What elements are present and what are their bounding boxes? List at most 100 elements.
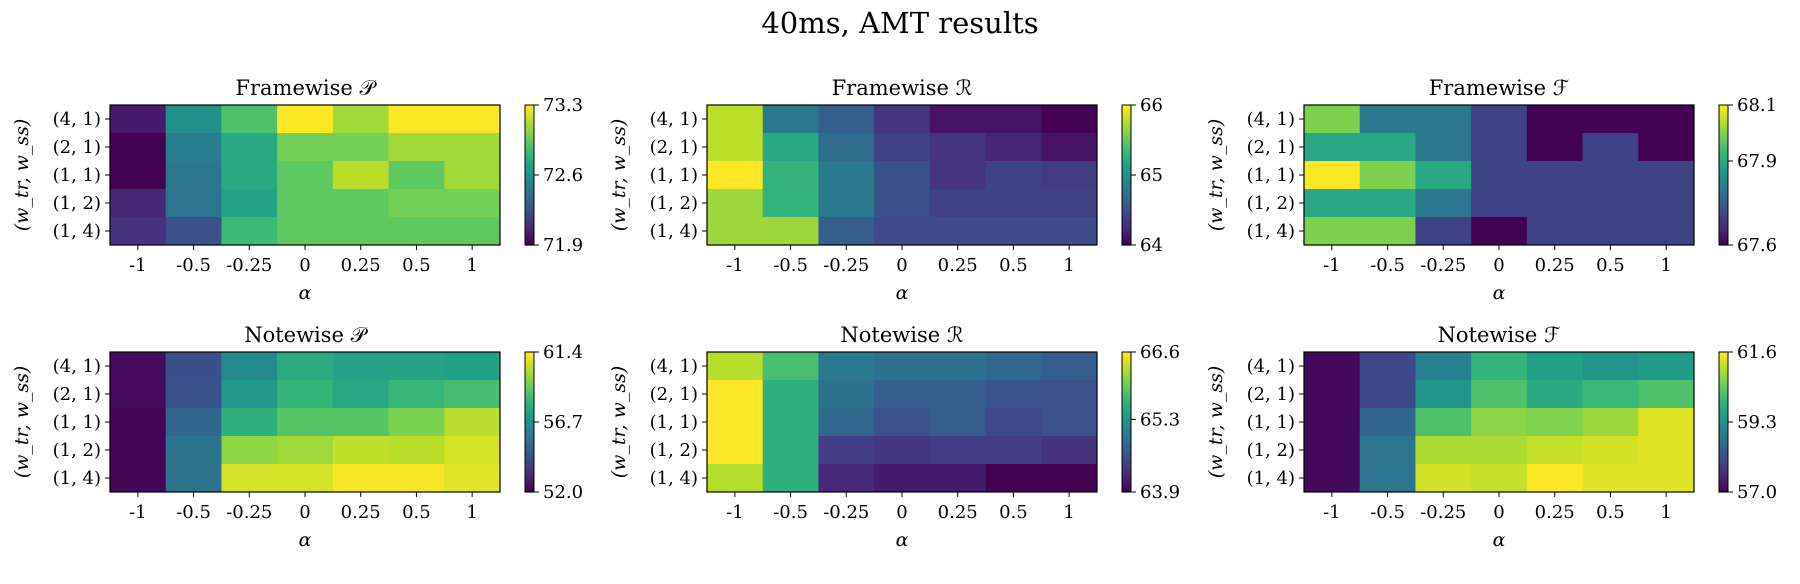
colorbar-segment (1719, 352, 1728, 355)
colorbar-segment (1719, 177, 1728, 181)
y-tick-label: (4, 1) (1247, 109, 1295, 130)
colorbar-segment (1719, 478, 1728, 481)
colorbar-segment (1122, 238, 1131, 241)
colorbar-segment (1719, 231, 1728, 234)
colorbar-segment (525, 410, 534, 414)
figure-title: 40ms, AMT results (761, 6, 1038, 40)
colorbar-segment (525, 203, 534, 206)
heatmap-cell (818, 161, 875, 190)
colorbar-segment (1719, 105, 1728, 108)
y-tick-label: (1, 2) (53, 440, 101, 461)
x-tick-label: -1 (726, 502, 744, 523)
y-axis-label: (w_tr, w_ss) (11, 119, 33, 232)
colorbar-segment (525, 107, 534, 111)
x-tick-label: 0 (299, 502, 310, 523)
x-tick-label: 0 (896, 255, 907, 276)
colorbar-segment (525, 375, 534, 379)
colorbar-segment (525, 210, 534, 213)
colorbar-segment (525, 235, 534, 239)
heatmap-cell (1359, 217, 1416, 246)
colorbar-segment (1719, 233, 1728, 237)
colorbar-segment (1122, 375, 1131, 379)
colorbar-segment (1719, 224, 1728, 227)
colorbar-tick-label: 61.4 (543, 342, 583, 363)
heatmap-cell (1415, 217, 1472, 246)
heatmap-cell (985, 189, 1042, 218)
colorbar-segment (1122, 454, 1131, 458)
colorbar-segment (1122, 417, 1131, 421)
y-tick-label: (4, 1) (1247, 356, 1295, 377)
colorbar-segment (1122, 410, 1131, 414)
colorbar-tick-label: 71.9 (543, 235, 583, 256)
heatmap-cell (1415, 133, 1472, 162)
heatmap-cell (1471, 217, 1528, 246)
colorbar-segment (1122, 366, 1131, 369)
colorbar-segment (525, 175, 534, 178)
heatmap-cell (1638, 133, 1695, 162)
colorbar-segment (1122, 373, 1131, 376)
heatmap-cell (1638, 105, 1695, 134)
heatmap-cell (985, 436, 1042, 465)
y-tick-label: (1, 4) (1247, 221, 1295, 242)
colorbar-segment (1719, 459, 1728, 463)
heatmap-cell (1041, 408, 1098, 437)
colorbar-segment (1122, 384, 1131, 388)
colorbar-segment (525, 452, 534, 456)
colorbar-segment (1122, 468, 1131, 472)
heatmap-cell (332, 189, 389, 218)
colorbar-segment (525, 459, 534, 463)
heatmap-cell (985, 464, 1042, 493)
colorbar-segment (1719, 401, 1728, 404)
x-tick-label: 0 (299, 255, 310, 276)
colorbar-segment (1719, 419, 1728, 423)
colorbar-segment (525, 135, 534, 139)
x-tick-label: 0.5 (402, 502, 431, 523)
colorbar-tick-label: 66.6 (1140, 342, 1180, 363)
colorbar-segment (1719, 356, 1728, 360)
colorbar-segment (1122, 149, 1131, 153)
heatmap-cell (1041, 217, 1098, 246)
colorbar-segment (1122, 221, 1131, 225)
heatmap-cell (762, 352, 819, 381)
heatmap-cell (1582, 436, 1639, 465)
y-axis-label: (w_tr, w_ss) (1205, 366, 1227, 479)
colorbar-segment (1122, 140, 1131, 143)
colorbar-segment (1122, 429, 1131, 432)
colorbar-segment (525, 396, 534, 400)
heatmap-cell (388, 133, 445, 162)
x-tick-label: -0.25 (226, 502, 272, 523)
heatmap-cell (1526, 189, 1583, 218)
y-tick-label: (1, 2) (1247, 193, 1295, 214)
colorbar-segment (1719, 219, 1728, 223)
colorbar-segment (525, 226, 534, 230)
colorbar-segment (1122, 200, 1131, 204)
heatmap-cell (165, 133, 222, 162)
colorbar-segment (525, 366, 534, 369)
heatmap-cell (985, 133, 1042, 162)
colorbar-segment (1122, 356, 1131, 360)
colorbar-segment (525, 109, 534, 113)
colorbar-segment (1122, 217, 1131, 220)
y-tick-label: (2, 1) (1247, 137, 1295, 158)
x-tick-label: 0.25 (938, 502, 978, 523)
heatmap-cell (1582, 105, 1639, 134)
heatmap-cell (1471, 436, 1528, 465)
colorbar-segment (525, 130, 534, 134)
colorbar-segment (1122, 189, 1131, 192)
colorbar-segment (1719, 170, 1728, 174)
heatmap-cell (1304, 436, 1361, 465)
heatmap-cell (277, 408, 334, 437)
heatmap-cell (762, 436, 819, 465)
colorbar-tick-label: 64 (1140, 235, 1163, 256)
heatmap-cell (707, 352, 764, 381)
colorbar-segment (1719, 114, 1728, 118)
colorbar-segment (525, 431, 534, 435)
y-axis-label: (w_tr, w_ss) (11, 366, 33, 479)
heatmap-cell (221, 133, 278, 162)
colorbar-segment (525, 475, 534, 479)
heatmap-cell (388, 380, 445, 409)
colorbar-segment (525, 422, 534, 425)
colorbar-segment (525, 440, 534, 444)
colorbar-segment (1719, 191, 1728, 195)
y-tick-label: (2, 1) (53, 384, 101, 405)
